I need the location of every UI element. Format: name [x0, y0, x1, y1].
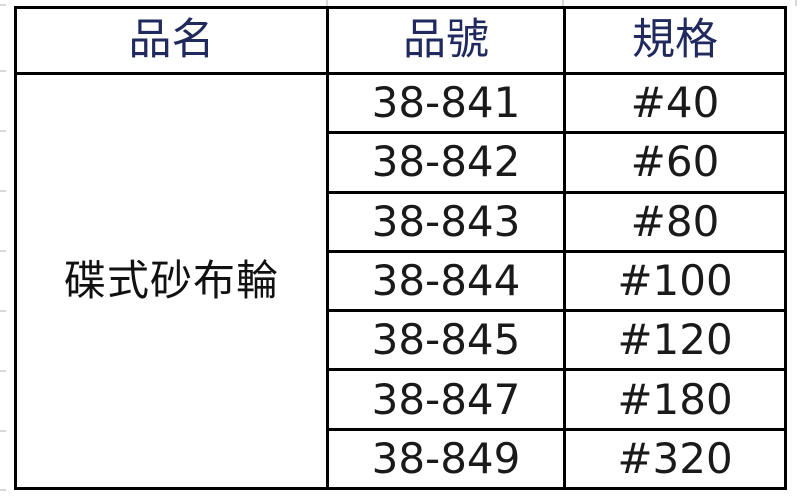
header-row: 品名 品號 規格 — [14, 6, 787, 75]
product-code-cell: 38-843 — [326, 190, 566, 253]
table-row: 38-842 #60 — [16, 131, 787, 194]
spec-cell: #40 — [563, 71, 787, 135]
table-row: 38-845 #120 — [16, 309, 787, 372]
product-code-cell: 38-849 — [326, 427, 566, 491]
spec-cell: #320 — [563, 427, 787, 491]
gridline-artifact — [0, 190, 6, 192]
product-spec-table: 品名 品號 規格 碟式砂布輪 38-841 #40 38-842 #60 38-… — [14, 6, 787, 491]
gridline-artifact — [0, 430, 6, 432]
product-code-cell: 38-841 — [326, 71, 566, 135]
gridline-artifact — [0, 4, 6, 6]
spec-cell: #100 — [563, 249, 787, 313]
product-code-cell: 38-845 — [326, 309, 566, 372]
gridline-artifact — [0, 130, 6, 132]
table-row: 38-847 #180 — [16, 368, 787, 431]
header-spec: 規格 — [563, 6, 787, 75]
spec-cell: #120 — [563, 309, 787, 372]
table-row: 碟式砂布輪 38-841 #40 — [14, 71, 787, 490]
table-row: 38-843 #80 — [16, 190, 787, 253]
spec-cell: #180 — [563, 368, 787, 431]
header-product-name: 品名 — [14, 6, 329, 75]
table-row: 38-849 #320 — [16, 427, 787, 491]
gridline-artifact — [0, 310, 6, 312]
gridline-artifact — [0, 70, 6, 72]
header-product-code: 品號 — [326, 6, 566, 75]
gridline-artifact — [795, 0, 797, 6]
product-code-cell: 38-842 — [326, 131, 566, 194]
spec-cell: #60 — [563, 131, 787, 194]
product-code-cell: 38-844 — [326, 249, 566, 313]
table-row: 38-844 #100 — [16, 249, 787, 313]
gridline-artifact — [562, 0, 564, 6]
gridline-artifact — [0, 370, 6, 372]
product-name-cell: 碟式砂布輪 — [14, 72, 329, 490]
gridline-artifact — [0, 250, 6, 252]
product-code-cell: 38-847 — [326, 368, 566, 431]
spec-cell: #80 — [563, 190, 787, 253]
gridline-artifact — [0, 489, 6, 491]
gridline-artifact — [326, 0, 328, 6]
